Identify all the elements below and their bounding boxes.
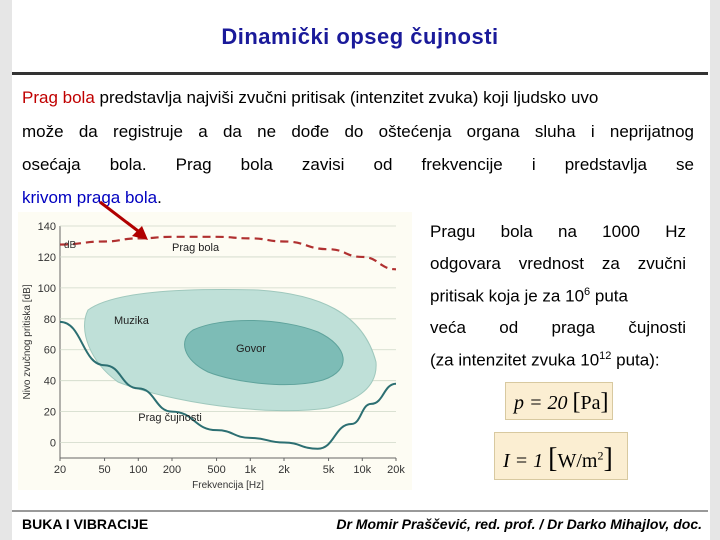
page-title: Dinamički opseg čujnosti <box>221 24 499 49</box>
exp-12: 12 <box>599 350 612 362</box>
x-tick-label: 100 <box>129 464 147 476</box>
x-tick-label: 500 <box>207 464 225 476</box>
right-text-line-1: Pragu bola na 1000 Hz <box>430 222 686 241</box>
pressure-lhs: p = 20 <box>514 392 568 414</box>
pressure-formula: p = 20 [Pa] <box>505 382 613 420</box>
period: . <box>157 188 162 207</box>
chart-regions <box>84 289 377 412</box>
speech-region <box>184 320 344 386</box>
hearing-range-chart: 140 120 100 80 60 40 20 0 dB 20 50 100 200 500 1k 2k 5k 1… <box>18 212 412 491</box>
left-frame <box>0 0 12 540</box>
y-tick-label: 60 <box>44 345 56 357</box>
x-tick-label: 200 <box>163 464 181 476</box>
intensity-exp: 2 <box>597 448 604 463</box>
footer-course: BUKA I VIBRACIJE <box>22 516 149 532</box>
right-text-line-5: (za intenzitet zvuka 1012 puta): <box>430 350 686 371</box>
x-tick-label: 1k <box>244 464 256 476</box>
y-axis-label: Nivo zvučnog pritiska [dB] <box>22 284 33 399</box>
x-tick-label: 20 <box>54 464 66 476</box>
speech-region-label: Govor <box>236 343 266 355</box>
intensity-formula: I = 1 [W/m2] <box>494 432 628 480</box>
right-text-3b: puta <box>590 286 628 306</box>
paragraph-line-4: krivom praga bola. <box>22 188 162 208</box>
x-tick-label: 50 <box>98 464 110 476</box>
right-text-3a: pritisak koja je za 10 <box>430 286 585 306</box>
right-text-5a: (za intenzitet zvuka 10 <box>430 350 600 370</box>
right-text-line-2: odgovara vrednost za zvučni <box>430 254 686 273</box>
paragraph-text-1: predstavlja najviši zvučni pritisak (int… <box>94 88 599 107</box>
paragraph-line-3: osećaja bola. Prag bola zavisi od frekve… <box>22 155 694 174</box>
paragraph-line-2: može da registruje a da ne dođe do ošteć… <box>22 122 694 141</box>
kriva-praga-bola-term: krivom praga bola <box>22 188 158 207</box>
series-line-1 <box>59 235 397 271</box>
right-text-5b: puta): <box>611 350 660 370</box>
x-tick-label: 5k <box>323 464 335 476</box>
y-tick-label: 140 <box>38 221 56 233</box>
y-tick-label: 0 <box>50 438 56 450</box>
x-axis-label: Frekvencija [Hz] <box>192 480 264 490</box>
y-tick-label: 20 <box>44 407 56 419</box>
y-tick-label: 40 <box>44 376 56 388</box>
y-tick-label: 100 <box>38 283 56 295</box>
title-divider <box>12 72 708 75</box>
right-text-line-3: pritisak koja je za 106 puta <box>430 286 686 307</box>
music-region-label: Muzika <box>114 315 150 327</box>
paragraph-line-1: Prag bola predstavlja najviši zvučni pri… <box>22 88 694 108</box>
pressure-unit: Pa <box>580 392 601 414</box>
series-name-label: Prag bola <box>172 242 220 254</box>
y-tick-label: 80 <box>44 314 56 326</box>
series-line-2 <box>59 320 397 450</box>
y-unit-label: dB <box>64 240 77 251</box>
pointer-arrow-line <box>99 200 143 236</box>
x-tick-label: 2k <box>278 464 290 476</box>
y-tick-label: 120 <box>38 252 56 264</box>
right-frame <box>710 0 720 540</box>
intensity-unit: W/m <box>557 450 598 472</box>
x-tick-label: 20k <box>387 464 405 476</box>
intensity-lhs: I = 1 <box>503 450 544 472</box>
x-tick-label: 10k <box>353 464 371 476</box>
footer-divider <box>12 510 708 512</box>
chart-curves <box>59 235 397 450</box>
prag-bola-term: Prag bola <box>22 88 95 107</box>
series-name-label: Prag čujnosti <box>138 412 202 424</box>
exp-6: 6 <box>584 286 591 298</box>
right-text-line-4: veća od praga čujnosti <box>430 318 686 337</box>
footer-authors: Dr Momir Praščević, red. prof. / Dr Dark… <box>336 516 702 532</box>
pointer-arrow-head <box>132 226 148 240</box>
